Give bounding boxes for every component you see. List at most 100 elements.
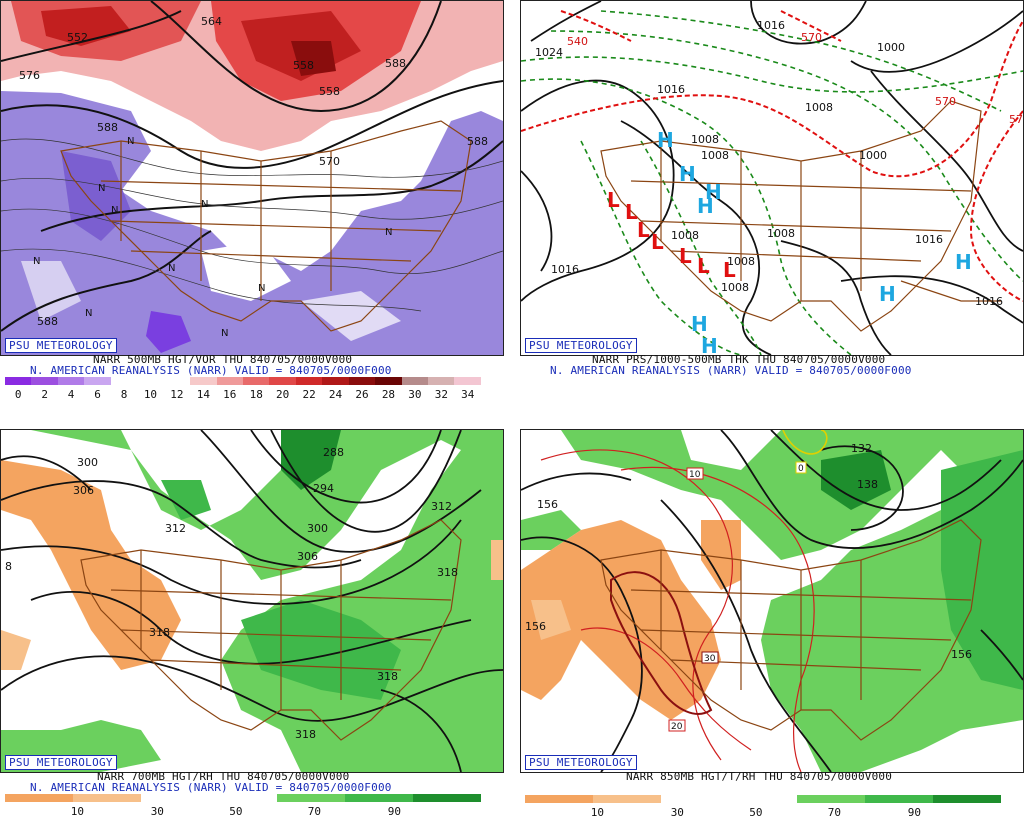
scale-swatch bbox=[57, 377, 85, 385]
panel-subtitle: N. AMERICAN REANALYSIS (NARR) VALID = 84… bbox=[550, 364, 912, 377]
rh-scale-labels: 10 30 50 70 90 bbox=[5, 805, 481, 818]
map-frame: 1024 1016 1016 1000 1008 1008 1008 1008 … bbox=[520, 0, 1024, 356]
scale-tick-label: 10 bbox=[143, 388, 158, 401]
contour-label: 558 bbox=[293, 59, 314, 72]
contour-label: 588 bbox=[385, 57, 406, 70]
contour-label: 564 bbox=[201, 15, 222, 28]
scale-swatch bbox=[242, 377, 270, 385]
rh-scale bbox=[5, 794, 481, 802]
high-pressure-marker: H bbox=[955, 250, 972, 274]
contour-label: 156 bbox=[951, 648, 972, 661]
scale-tick-label: 10 bbox=[590, 806, 604, 819]
map-frame: 156 132 138 156 156 10 0 30 20 PSU METEO… bbox=[520, 429, 1024, 773]
scale-swatch bbox=[163, 377, 191, 385]
scale-tick-label: 0 bbox=[14, 388, 22, 401]
temp-label: 0 bbox=[798, 464, 804, 474]
contour-label: 318 bbox=[295, 728, 316, 741]
scale-swatch bbox=[84, 377, 111, 385]
vorticity-marker: N bbox=[221, 328, 228, 339]
thickness-label: 540 bbox=[567, 35, 588, 48]
contour-label: 588 bbox=[37, 315, 58, 328]
thickness-label: 570 bbox=[935, 95, 956, 108]
scale-swatch bbox=[933, 795, 1001, 803]
temp-label: 30 bbox=[704, 654, 716, 664]
high-pressure-marker: H bbox=[691, 312, 708, 336]
rh-scale bbox=[525, 795, 1001, 803]
isobar-label: 1008 bbox=[691, 133, 719, 146]
low-pressure-marker: L bbox=[625, 200, 638, 224]
contour-label: 576 bbox=[19, 69, 40, 82]
scale-swatch bbox=[348, 377, 376, 385]
high-pressure-marker: H bbox=[879, 282, 896, 306]
vorticity-marker: N bbox=[33, 256, 40, 267]
low-pressure-marker: L bbox=[697, 254, 710, 278]
panel-subtitle: N. AMERICAN REANALYSIS (NARR) VALID = 84… bbox=[30, 364, 392, 377]
panel-850mb-t-rh: 156 132 138 156 156 10 0 30 20 PSU METEO… bbox=[520, 417, 1024, 819]
isobar-label: 1000 bbox=[877, 41, 905, 54]
thickness-label: 57 bbox=[1009, 113, 1023, 126]
scale-swatch bbox=[661, 795, 729, 803]
contour-label: 138 bbox=[857, 478, 878, 491]
scale-swatch bbox=[593, 795, 661, 803]
contour-label: 588 bbox=[467, 135, 488, 148]
temp-rh-map: 156 132 138 156 156 10 0 30 20 bbox=[521, 430, 1023, 772]
vorticity-scale bbox=[5, 377, 481, 385]
scale-tick-label: 6 bbox=[94, 388, 101, 401]
contour-label: 300 bbox=[77, 456, 98, 469]
scale-swatch bbox=[295, 377, 323, 385]
isobar-label: 1008 bbox=[671, 229, 699, 242]
scale-tick-label: 28 bbox=[381, 388, 396, 401]
contour-label: 312 bbox=[165, 522, 186, 535]
isobar-label: 1016 bbox=[975, 295, 1003, 308]
scale-tick-label: 26 bbox=[355, 388, 369, 401]
scale-tick-label: 8 bbox=[120, 388, 128, 401]
temp-label: 10 bbox=[689, 470, 701, 480]
contour-label: 156 bbox=[525, 620, 546, 633]
scale-swatch bbox=[797, 795, 865, 803]
contour-label: 552 bbox=[67, 31, 88, 44]
contour-label: 558 bbox=[319, 85, 340, 98]
isobar-label: 1016 bbox=[757, 19, 785, 32]
isobar-label: 1008 bbox=[721, 281, 749, 294]
low-pressure-marker: L bbox=[637, 218, 650, 242]
pressure-map: 1024 1016 1016 1000 1008 1008 1008 1008 … bbox=[521, 1, 1023, 355]
vorticity-marker: N bbox=[127, 136, 134, 147]
scale-swatch bbox=[454, 377, 481, 385]
vorticity-marker: N bbox=[111, 205, 118, 216]
low-pressure-marker: L bbox=[679, 244, 692, 268]
scale-tick-label: 24 bbox=[328, 388, 343, 401]
rh-scale-labels: 10 30 50 70 90 bbox=[525, 806, 1001, 819]
contour-label: 306 bbox=[73, 484, 94, 497]
scale-tick-label: 90 bbox=[387, 805, 401, 818]
scale-tick-label: 90 bbox=[907, 806, 921, 819]
scale-swatch bbox=[31, 377, 58, 385]
scale-swatch bbox=[525, 795, 593, 803]
isobar-label: 1008 bbox=[767, 227, 795, 240]
vorticity-map: 552 564 576 588 588 558 588 588 570 558 … bbox=[1, 1, 503, 355]
scale-tick-label: 22 bbox=[302, 388, 316, 401]
scale-tick-label: 50 bbox=[749, 806, 763, 819]
isobar-label: 1016 bbox=[551, 263, 579, 276]
vorticity-marker: N bbox=[168, 263, 175, 274]
scale-swatch bbox=[401, 377, 428, 385]
scale-swatch bbox=[277, 794, 345, 802]
scale-tick-label: 12 bbox=[170, 388, 184, 401]
contour-label: 306 bbox=[297, 550, 318, 563]
isobar-label: 1016 bbox=[657, 83, 685, 96]
scale-swatch bbox=[209, 794, 277, 802]
high-pressure-marker: H bbox=[701, 334, 718, 355]
high-pressure-marker: H bbox=[697, 194, 714, 218]
map-frame: 552 564 576 588 588 558 588 588 570 558 … bbox=[0, 0, 504, 356]
contour-label: 588 bbox=[97, 121, 118, 134]
rh-map: 300 306 312 318 318 288 294 300 306 312 … bbox=[1, 430, 503, 772]
thickness-label: 570 bbox=[801, 31, 822, 44]
panel-pressure-thickness: 1024 1016 1016 1000 1008 1008 1008 1008 … bbox=[520, 0, 1024, 402]
scale-tick-label: 2 bbox=[41, 388, 48, 401]
isobar-label: 1008 bbox=[727, 255, 755, 268]
scale-swatch bbox=[73, 794, 141, 802]
scale-swatch bbox=[865, 795, 933, 803]
isobar-label: 1024 bbox=[535, 46, 563, 59]
scale-tick-label: 70 bbox=[307, 805, 322, 818]
scale-swatch bbox=[269, 377, 296, 385]
vorticity-marker: N bbox=[385, 227, 392, 238]
